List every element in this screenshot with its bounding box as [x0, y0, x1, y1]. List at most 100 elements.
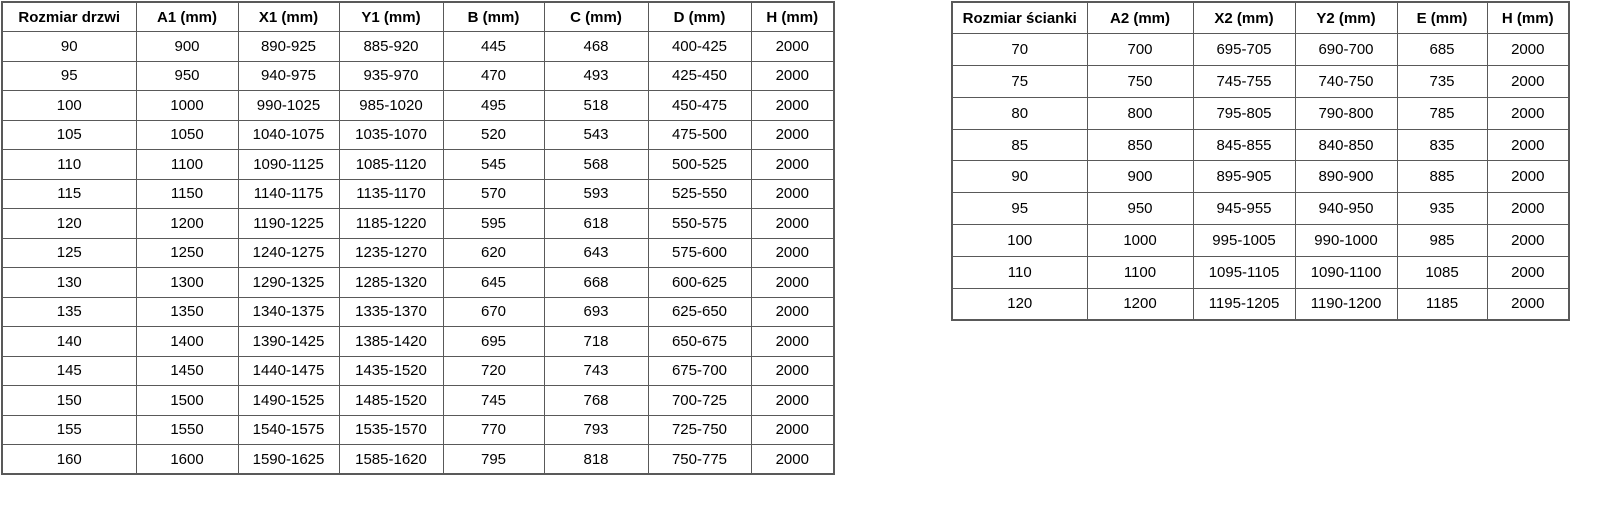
table-cell: 800 — [1086, 96, 1194, 130]
table-cell: 160 — [1, 444, 137, 475]
table-cell: 2000 — [1486, 224, 1570, 257]
table-row: 140 1400 1390-1425 1385-1420 695 718 650-675 20… — [1, 326, 835, 357]
table-row: 115 1150 1140-1175 1135-1170 570 593 525-550 20… — [1, 178, 835, 209]
table-row: 150 1500 1490-1525 1485-1520 745 768 700-725 20… — [1, 385, 835, 416]
table-cell: 100 — [1, 90, 137, 121]
column-header: H (mm) — [1486, 1, 1570, 35]
column-header: A1 (mm) — [135, 1, 239, 32]
table-cell: 1250 — [135, 237, 239, 268]
table-cell: 105 — [1, 119, 137, 150]
table-cell: 1240-1275 — [237, 237, 340, 268]
table-cell: 770 — [442, 414, 545, 445]
table-cell: 740-750 — [1294, 65, 1398, 98]
table-cell: 493 — [543, 60, 649, 91]
table-cell: 1150 — [135, 178, 239, 209]
table-cell: 1000 — [1086, 224, 1194, 257]
table-cell: 1235-1270 — [338, 237, 444, 268]
table-cell: 1100 — [1086, 255, 1194, 289]
table-cell: 1490-1525 — [237, 385, 340, 416]
table-cell: 2000 — [1486, 33, 1570, 67]
table-cell: 1390-1425 — [237, 326, 340, 357]
table-cell: 720 — [442, 355, 545, 386]
table-cell: 2000 — [750, 355, 835, 386]
table-cell: 700-725 — [647, 385, 752, 416]
table-row: 100 1000 990-1025 985-1020 495 518 450-475 2000 — [1, 90, 835, 121]
table-row: 145 1450 1440-1475 1435-1520 720 743 675-700 20… — [1, 355, 835, 386]
table-cell: 450-475 — [647, 90, 752, 121]
column-header: A2 (mm) — [1086, 1, 1194, 35]
table-cell: 545 — [442, 149, 545, 180]
column-header: Rozmiar drzwi — [1, 1, 137, 32]
table-cell: 950 — [135, 60, 239, 91]
table-cell: 2000 — [750, 414, 835, 445]
table-cell: 745-755 — [1192, 65, 1296, 98]
table-row: 120 1200 1195-1205 1190-1200 1185 2000 — [951, 287, 1570, 321]
door-size-table: Rozmiar drzwi A1 (mm) X1 (mm) Y1 (mm) B (mm)… — [1, 1, 835, 475]
table-cell: 150 — [1, 385, 137, 416]
table-cell: 2000 — [1486, 287, 1570, 321]
table-cell: 645 — [442, 267, 545, 298]
table-cell: 1585-1620 — [338, 444, 444, 475]
door-table-body: 90 900 890-925 885-920 445 468 400-425 2000 95 95… — [1, 31, 835, 475]
table-cell: 1435-1520 — [338, 355, 444, 386]
table-cell: 1335-1370 — [338, 296, 444, 327]
column-header: X1 (mm) — [237, 1, 340, 32]
table-cell: 2000 — [750, 31, 835, 62]
table-cell: 1290-1325 — [237, 267, 340, 298]
table-row: 85 850 845-855 840-850 835 2000 — [951, 128, 1570, 162]
table-cell: 885-920 — [338, 31, 444, 62]
table-cell: 1300 — [135, 267, 239, 298]
table-cell: 2000 — [750, 237, 835, 268]
header-row: Rozmiar drzwi A1 (mm) X1 (mm) Y1 (mm) B (mm)… — [1, 1, 835, 32]
wall-size-table: Rozmiar ścianki A2 (mm) X2 (mm) Y2 (mm) E (m… — [951, 1, 1570, 321]
table-cell: 1540-1575 — [237, 414, 340, 445]
column-header: Y1 (mm) — [338, 1, 444, 32]
table-row: 120 1200 1190-1225 1185-1220 595 618 550-575 20… — [1, 208, 835, 239]
table-cell: 520 — [442, 119, 545, 150]
table-cell: 950 — [1086, 192, 1194, 226]
table-row: 100 1000 995-1005 990-1000 985 2000 — [951, 224, 1570, 257]
table-cell: 785 — [1396, 96, 1488, 130]
table-cell: 795 — [442, 444, 545, 475]
table-cell: 620 — [442, 237, 545, 268]
header-row: Rozmiar ścianki A2 (mm) X2 (mm) Y2 (mm) E (m… — [951, 1, 1570, 35]
table-row: 105 1050 1040-1075 1035-1070 520 543 475-500 20… — [1, 119, 835, 150]
table-cell: 945-955 — [1192, 192, 1296, 226]
table-row: 130 1300 1290-1325 1285-1320 645 668 600-625 20… — [1, 267, 835, 298]
table-cell: 568 — [543, 149, 649, 180]
table-cell: 120 — [951, 287, 1088, 321]
table-cell: 85 — [951, 128, 1088, 162]
table-cell: 1040-1075 — [237, 119, 340, 150]
table-cell: 1195-1205 — [1192, 287, 1296, 321]
table-cell: 525-550 — [647, 178, 752, 209]
table-cell: 985-1020 — [338, 90, 444, 121]
table-cell: 1090-1100 — [1294, 255, 1398, 289]
table-cell: 593 — [543, 178, 649, 209]
table-row: 95 950 945-955 940-950 935 2000 — [951, 192, 1570, 226]
table-cell: 470 — [442, 60, 545, 91]
column-header: C (mm) — [543, 1, 649, 32]
table-cell: 750-775 — [647, 444, 752, 475]
table-cell: 155 — [1, 414, 137, 445]
table-cell: 500-525 — [647, 149, 752, 180]
table-cell: 110 — [951, 255, 1088, 289]
table-cell: 1550 — [135, 414, 239, 445]
table-cell: 1190-1225 — [237, 208, 340, 239]
table-cell: 1590-1625 — [237, 444, 340, 475]
column-header: Rozmiar ścianki — [951, 1, 1088, 35]
table-row: 135 1350 1340-1375 1335-1370 670 693 625-650 20… — [1, 296, 835, 327]
table-cell: 518 — [543, 90, 649, 121]
table-cell: 1050 — [135, 119, 239, 150]
table-cell: 2000 — [1486, 255, 1570, 289]
table-cell: 135 — [1, 296, 137, 327]
table-row: 160 1600 1590-1625 1585-1620 795 818 750-775 20… — [1, 444, 835, 475]
table-cell: 1340-1375 — [237, 296, 340, 327]
table-cell: 750 — [1086, 65, 1194, 98]
table-cell: 900 — [135, 31, 239, 62]
table-cell: 100 — [951, 224, 1088, 257]
table-cell: 2000 — [750, 296, 835, 327]
table-cell: 1100 — [135, 149, 239, 180]
table-cell: 90 — [951, 160, 1088, 194]
table-cell: 543 — [543, 119, 649, 150]
table-cell: 2000 — [750, 90, 835, 121]
